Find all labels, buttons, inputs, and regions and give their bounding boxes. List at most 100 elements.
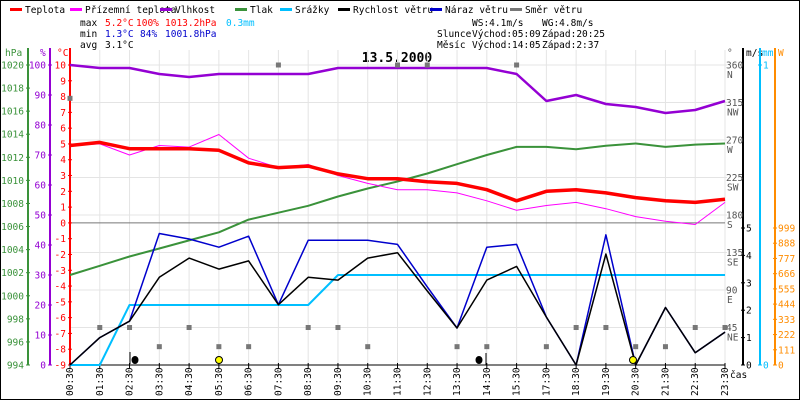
x-tick-label: 20:30 (631, 367, 642, 396)
legend-label: Rychlost větru (353, 5, 433, 16)
axes: hPa9949969981000100210041006100810101012… (1, 48, 795, 396)
legend-swatch (430, 8, 442, 11)
x-tick-label: 02:30 (125, 367, 136, 396)
legend-swatch (338, 8, 350, 11)
stats-avg-label: avg (80, 40, 97, 51)
x-tick-label: 17:30 (541, 367, 552, 396)
x-tick-label: 14:30 (482, 367, 493, 396)
solar-tick-label: 999 (778, 224, 795, 235)
wind-direction-point (603, 325, 609, 330)
x-tick-label: 06:30 (244, 367, 255, 396)
x-tick-label: 23:30 (720, 367, 731, 396)
pressure-tick-label: 1002 (1, 268, 24, 279)
x-tick-label: 05:30 (214, 367, 225, 396)
rain-axis-unit: mm (762, 48, 774, 59)
temperature-tick-label: 10 (55, 61, 67, 72)
temperature-tick-label: 4 (60, 155, 66, 166)
temperature-tick-label: 9 (60, 76, 66, 87)
temperature-tick-label: -6 (55, 313, 67, 324)
direction-axis-unit: ° (727, 48, 733, 59)
stats-min-label: min (80, 29, 97, 40)
wind-direction-point (484, 344, 490, 350)
wind-direction-point (722, 325, 728, 330)
wind-tick-label: 5 (746, 224, 752, 235)
temperature-tick-label: 5 (60, 139, 66, 150)
wind-direction-point (97, 325, 103, 330)
temperature-tick-label: -9 (55, 361, 67, 372)
humidity-tick-label: 100 (29, 61, 46, 72)
temperature-tick-label: 2 (60, 187, 66, 198)
stats-ws: WS:4.1m/s (472, 18, 523, 29)
humidity-tick-label: 0 (40, 361, 46, 372)
solar-tick-label: 333 (778, 315, 795, 326)
temperature-tick-label: 0 (60, 218, 66, 229)
wind-axis-unit: m/s (746, 48, 763, 59)
wind-direction-point (246, 344, 252, 350)
x-tick-label: 18:30 (571, 367, 582, 396)
wind-direction-point (573, 325, 579, 330)
pressure-axis-unit: hPa (5, 48, 22, 59)
pressure-tick-label: 998 (7, 314, 24, 325)
stats-max-press: 1013.2hPa (165, 18, 216, 29)
direction-tick-label: 315 (726, 98, 743, 109)
x-tick-label: 10:30 (363, 367, 374, 396)
humidity-tick-label: 60 (35, 181, 47, 192)
temperature-tick-label: 7 (60, 108, 66, 119)
direction-tick-name: S (727, 220, 733, 231)
temperature-tick-label: -4 (55, 282, 67, 293)
moonset-icon (131, 356, 139, 364)
legend-label: Teplota (25, 5, 65, 16)
legend-swatch (160, 8, 172, 11)
pressure-tick-label: 1010 (1, 176, 24, 187)
wind-direction-point (543, 344, 549, 350)
pressure-tick-label: 1000 (1, 291, 24, 302)
sunset-icon (629, 356, 637, 364)
pressure-tick-label: 1004 (1, 245, 24, 256)
temperature-tick-label: -5 (55, 297, 66, 308)
wind-direction-point (335, 325, 341, 330)
x-tick-label: 09:30 (333, 367, 344, 396)
sunrise-time: Východ:05:09 (472, 29, 541, 40)
solar-tick-label: 666 (778, 269, 795, 280)
wind-direction-point (692, 325, 698, 330)
direction-tick-name: SE (727, 258, 739, 269)
sunset-time: Západ:20:25 (542, 29, 605, 40)
temperature-tick-label: -3 (55, 266, 66, 277)
stats-wg: WG:4.8m/s (542, 18, 593, 29)
sunrise-icon (215, 356, 223, 364)
legend-swatch (510, 8, 522, 11)
moonset-time: Západ:2:37 (542, 40, 599, 51)
solar-axis-unit: W (778, 48, 784, 59)
legend-label: Směr větru (525, 5, 582, 16)
rain-tick-label: 0 (763, 361, 769, 372)
pressure-tick-label: 1018 (1, 84, 24, 95)
solar-tick-label: 555 (778, 284, 795, 295)
legend-swatch (10, 8, 22, 11)
direction-tick-name: SW (727, 183, 739, 194)
legend-label: Srážky (295, 5, 330, 16)
stats-max-label: max (80, 18, 97, 29)
wind-tick-label: 2 (746, 306, 752, 317)
stats-avg-temp: 3.1°C (105, 40, 134, 51)
x-tick-label: 22:30 (690, 367, 701, 396)
wind-direction-point (365, 344, 371, 350)
wind-direction-point (305, 325, 311, 330)
direction-tick-name: E (727, 295, 733, 306)
wind-tick-label: 4 (746, 251, 752, 262)
humidity-tick-label: 80 (35, 121, 47, 132)
x-tick-label: 03:30 (154, 367, 165, 396)
wind-direction-point (67, 95, 73, 101)
humidity-axis-unit: % (40, 48, 46, 59)
wind-direction-point (395, 62, 400, 68)
pressure-tick-label: 1012 (1, 153, 24, 164)
solar-tick-label: 111 (778, 345, 795, 356)
stats-max-hum: 100% (136, 18, 159, 29)
temperature-tick-label: -8 (55, 345, 67, 356)
wind-direction-point (633, 344, 639, 350)
pressure-tick-label: 1020 (1, 61, 24, 72)
legend-label: Tlak (250, 5, 273, 16)
x-tick-label: 12:30 (422, 367, 433, 396)
x-tick-label: 15:30 (512, 367, 523, 396)
